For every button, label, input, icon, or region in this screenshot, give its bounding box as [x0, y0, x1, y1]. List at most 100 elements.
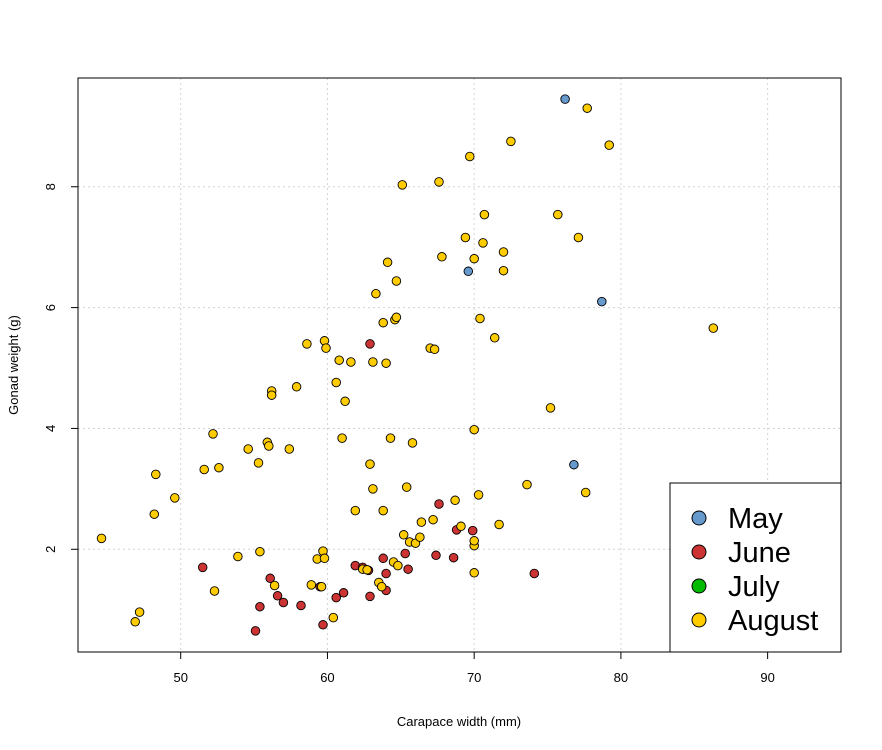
point-august [498, 247, 509, 257]
legend-marker-may [691, 510, 707, 526]
point-august [316, 581, 327, 592]
point-may [597, 296, 607, 307]
point-june [434, 499, 444, 509]
point-june [318, 620, 328, 630]
point-august [350, 505, 361, 516]
point-august [334, 355, 344, 365]
point-august [450, 495, 460, 506]
point-june [250, 626, 261, 636]
x-tick-label: 90 [760, 670, 774, 685]
point-august [291, 382, 302, 392]
point-august [460, 232, 471, 243]
point-august [397, 180, 408, 190]
y-tick-label: 8 [43, 183, 58, 190]
point-june [265, 573, 275, 584]
point-august [378, 505, 388, 516]
point-august [346, 357, 356, 367]
point-august [469, 424, 479, 435]
point-may [463, 266, 474, 277]
point-august [391, 312, 402, 323]
point-august [362, 565, 372, 575]
point-june [467, 525, 478, 536]
point-august [130, 617, 140, 627]
grid-lines [78, 78, 841, 652]
point-august [378, 317, 388, 328]
point-august [253, 458, 264, 468]
point-august [368, 357, 378, 367]
legend-marker-august [691, 612, 707, 628]
legend-marker-june [691, 544, 707, 560]
point-august [415, 532, 425, 542]
point-august [255, 546, 265, 557]
point-june [272, 591, 283, 601]
x-tick-label: 60 [320, 670, 334, 685]
point-june [365, 339, 375, 349]
point-august [381, 358, 391, 368]
point-august [522, 479, 532, 490]
point-august [368, 484, 378, 494]
point-august [407, 438, 418, 448]
point-august [580, 487, 591, 498]
point-august [306, 580, 317, 590]
point-august [456, 521, 466, 532]
point-august [149, 509, 160, 519]
axes: 50 60 70 80 90 2 4 6 8 [43, 183, 775, 685]
point-august [604, 140, 614, 150]
point-august [553, 209, 563, 220]
point-august [391, 276, 402, 286]
point-august [434, 177, 444, 187]
point-august [416, 517, 427, 527]
point-august [319, 553, 330, 564]
point-august [269, 580, 280, 591]
point-august [337, 433, 347, 443]
legend-label-august: August [728, 605, 818, 637]
x-axis-title: Carapace width (mm) [397, 714, 521, 729]
point-august [479, 209, 490, 220]
point-august [428, 514, 438, 525]
point-august [264, 441, 274, 451]
point-august [469, 568, 479, 578]
y-tick-label: 6 [43, 304, 58, 311]
point-august [266, 390, 277, 400]
point-june [338, 588, 349, 598]
point-august [371, 288, 381, 299]
point-august [376, 581, 387, 592]
point-august [708, 323, 719, 333]
point-june [296, 600, 306, 611]
point-august [321, 343, 331, 353]
point-august [393, 560, 403, 571]
point-august [385, 433, 396, 443]
point-june [403, 564, 413, 574]
point-august [437, 252, 447, 262]
legend-marker-july [691, 578, 707, 594]
point-august [475, 313, 485, 324]
plot-frame [77, 77, 842, 653]
x-tick-label: 70 [467, 670, 481, 685]
point-june [278, 597, 289, 608]
legend-label-july: July [728, 571, 780, 603]
point-august [199, 464, 209, 475]
point-august [365, 459, 375, 469]
point-june [331, 592, 341, 603]
y-axis-title: Gonad weight (g) [6, 315, 21, 415]
point-august [498, 265, 509, 276]
point-august [473, 490, 484, 500]
point-august [545, 403, 556, 413]
point-june [365, 591, 375, 602]
point-august [134, 607, 145, 617]
y-tick-label: 2 [43, 546, 58, 553]
point-august [573, 232, 584, 243]
point-june [197, 562, 208, 573]
point-august [284, 444, 295, 454]
point-august [151, 469, 161, 480]
point-august [582, 103, 592, 113]
point-august [469, 253, 479, 264]
y-tick-label: 4 [43, 425, 58, 432]
point-august [382, 257, 393, 268]
point-august [489, 333, 500, 343]
x-tick-label: 80 [614, 670, 628, 685]
data-points [96, 94, 719, 636]
point-august [340, 396, 350, 407]
